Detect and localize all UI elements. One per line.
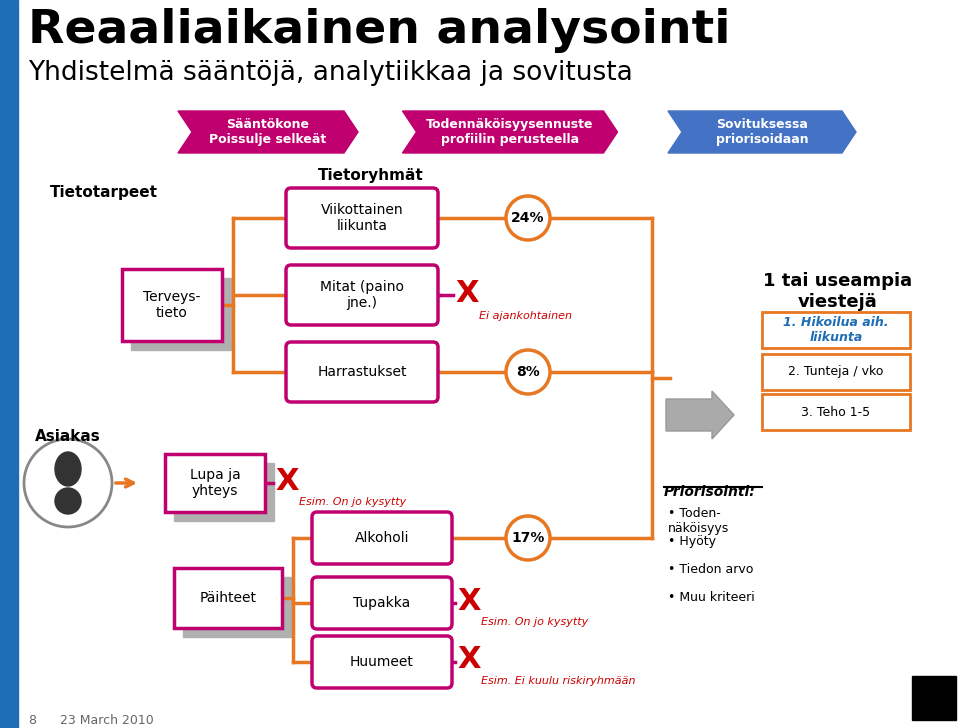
- Text: Tietotarpeet: Tietotarpeet: [50, 185, 158, 200]
- FancyBboxPatch shape: [762, 394, 910, 430]
- Circle shape: [506, 196, 550, 240]
- Text: • Tiedon arvo: • Tiedon arvo: [668, 563, 754, 576]
- FancyBboxPatch shape: [312, 636, 452, 688]
- Text: 17%: 17%: [512, 531, 544, 545]
- Text: Esim. Ei kuulu riskiryhmään: Esim. Ei kuulu riskiryhmään: [481, 676, 636, 686]
- Text: Päihteet: Päihteet: [200, 591, 256, 605]
- Text: 23 March 2010: 23 March 2010: [60, 714, 154, 727]
- Text: Asiakas: Asiakas: [36, 429, 101, 444]
- FancyBboxPatch shape: [174, 463, 274, 521]
- Text: Tietoryhmät: Tietoryhmät: [318, 168, 423, 183]
- Text: Mitat (paino
jne.): Mitat (paino jne.): [320, 280, 404, 310]
- Text: • Muu kriteeri: • Muu kriteeri: [668, 591, 755, 604]
- Text: Viikottainen
liikunta: Viikottainen liikunta: [321, 203, 403, 233]
- Text: Harrastukset: Harrastukset: [317, 365, 407, 379]
- FancyBboxPatch shape: [286, 188, 438, 248]
- Text: Tupakka: Tupakka: [353, 596, 411, 610]
- Text: Alkoholi: Alkoholi: [355, 531, 409, 545]
- FancyBboxPatch shape: [762, 312, 910, 348]
- Text: 8: 8: [28, 714, 36, 727]
- Text: Priorisointi:: Priorisointi:: [664, 485, 756, 499]
- FancyBboxPatch shape: [183, 577, 291, 637]
- Text: X: X: [275, 467, 299, 496]
- Text: • Hyöty: • Hyöty: [668, 535, 716, 548]
- Text: 1. Hikoilua aih.
liikunta: 1. Hikoilua aih. liikunta: [783, 316, 889, 344]
- FancyBboxPatch shape: [174, 568, 282, 628]
- Text: 8%: 8%: [516, 365, 540, 379]
- FancyBboxPatch shape: [165, 454, 265, 512]
- Ellipse shape: [55, 452, 81, 486]
- Text: Esim. On jo kysytty: Esim. On jo kysytty: [481, 617, 588, 627]
- Polygon shape: [402, 111, 617, 153]
- Text: Reaaliaikainen analysointi: Reaaliaikainen analysointi: [28, 8, 731, 53]
- FancyBboxPatch shape: [286, 265, 438, 325]
- Polygon shape: [178, 111, 358, 153]
- Text: 2. Tunteja / vko: 2. Tunteja / vko: [788, 365, 884, 379]
- Text: Sääntökone
Poissulje selkeät: Sääntökone Poissulje selkeät: [209, 118, 326, 146]
- Text: Huumeet: Huumeet: [350, 655, 414, 669]
- Text: Esim. On jo kysytty: Esim. On jo kysytty: [299, 497, 406, 507]
- Text: Yhdistelmä sääntöjä, analytiikkaa ja sovitusta: Yhdistelmä sääntöjä, analytiikkaa ja sov…: [28, 60, 633, 86]
- Circle shape: [24, 439, 112, 527]
- FancyBboxPatch shape: [762, 354, 910, 390]
- Text: Terveys-
tieto: Terveys- tieto: [143, 290, 201, 320]
- Text: Sovituksessa
priorisoidaan: Sovituksessa priorisoidaan: [716, 118, 808, 146]
- Text: X: X: [457, 646, 481, 675]
- FancyArrow shape: [666, 391, 734, 439]
- Text: Ei ajankohtainen: Ei ajankohtainen: [479, 311, 572, 321]
- FancyBboxPatch shape: [312, 577, 452, 629]
- Text: Lupa ja
yhteys: Lupa ja yhteys: [190, 468, 240, 498]
- Text: Todennäköisyysennuste
profiilin perusteella: Todennäköisyysennuste profiilin perustee…: [426, 118, 593, 146]
- Circle shape: [506, 350, 550, 394]
- FancyBboxPatch shape: [131, 278, 231, 350]
- Text: • Toden-
näköisyys: • Toden- näköisyys: [668, 507, 730, 535]
- Bar: [912, 676, 956, 720]
- FancyBboxPatch shape: [286, 342, 438, 402]
- Circle shape: [55, 488, 81, 514]
- Text: 24%: 24%: [512, 211, 544, 225]
- Text: 1 tai useampia
viestejä: 1 tai useampia viestejä: [763, 272, 913, 311]
- Text: X: X: [455, 279, 478, 307]
- Text: X: X: [457, 587, 481, 615]
- FancyBboxPatch shape: [312, 512, 452, 564]
- Text: 3. Teho 1-5: 3. Teho 1-5: [802, 405, 871, 419]
- Bar: [0, 0, 18, 728]
- Polygon shape: [668, 111, 856, 153]
- FancyBboxPatch shape: [122, 269, 222, 341]
- Circle shape: [506, 516, 550, 560]
